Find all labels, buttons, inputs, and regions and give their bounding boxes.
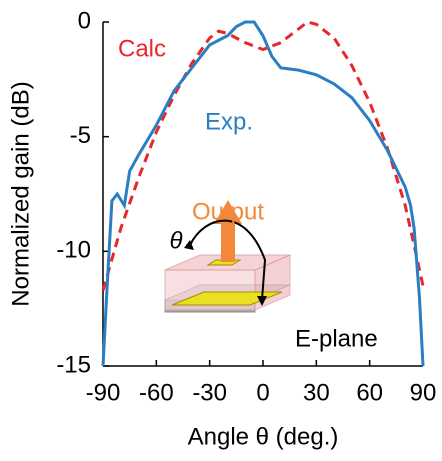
y-axis-label: Normalized gain (dB) [7,81,34,306]
legend-label: Exp. [205,108,253,135]
x-tick-label: -90 [86,379,121,406]
x-tick-label: 90 [410,379,437,406]
y-tick-label: 0 [78,7,91,34]
x-tick-label: 0 [256,379,269,406]
x-tick-label: 30 [303,379,330,406]
legend-label: Calc [118,35,166,62]
series-line [101,20,425,291]
series-line [101,20,425,367]
x-tick-label: 60 [356,379,383,406]
y-tick-label: -10 [56,237,91,264]
annotation: Output [192,198,264,225]
y-tick-label: -5 [70,122,91,149]
x-tick-label: -60 [139,379,174,406]
annotation: E-plane [295,325,378,352]
annotation: θ [169,227,182,254]
x-tick-label: -30 [192,379,227,406]
x-axis-label: Angle θ (deg.) [188,423,339,450]
inset-device [164,200,291,313]
y-tick-label: -15 [56,351,91,378]
